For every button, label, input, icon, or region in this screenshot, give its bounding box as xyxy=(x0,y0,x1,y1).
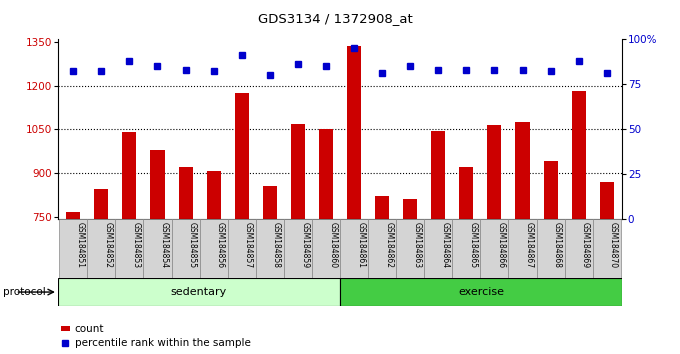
Bar xyxy=(66,212,80,219)
Text: GSM184852: GSM184852 xyxy=(103,222,113,268)
Bar xyxy=(431,131,445,219)
FancyBboxPatch shape xyxy=(284,219,312,278)
FancyBboxPatch shape xyxy=(59,219,87,278)
Bar xyxy=(179,167,192,219)
Bar xyxy=(61,326,69,331)
Text: GSM184868: GSM184868 xyxy=(553,222,562,268)
Text: GSM184870: GSM184870 xyxy=(609,222,618,269)
Bar xyxy=(515,122,530,219)
Text: GSM184864: GSM184864 xyxy=(441,222,449,269)
FancyBboxPatch shape xyxy=(509,219,537,278)
FancyBboxPatch shape xyxy=(564,219,593,278)
FancyBboxPatch shape xyxy=(171,219,200,278)
Text: GSM184858: GSM184858 xyxy=(272,222,281,268)
FancyBboxPatch shape xyxy=(340,219,368,278)
Bar xyxy=(235,93,249,219)
Text: GSM184857: GSM184857 xyxy=(244,222,253,269)
Text: GSM184854: GSM184854 xyxy=(160,222,169,269)
Bar xyxy=(262,186,277,219)
FancyBboxPatch shape xyxy=(593,219,621,278)
Text: GSM184853: GSM184853 xyxy=(132,222,141,269)
Bar xyxy=(403,199,418,219)
FancyBboxPatch shape xyxy=(116,219,143,278)
Bar xyxy=(572,91,585,219)
Text: GSM184860: GSM184860 xyxy=(328,222,337,269)
FancyBboxPatch shape xyxy=(228,219,256,278)
Text: sedentary: sedentary xyxy=(171,287,227,297)
Text: GSM184869: GSM184869 xyxy=(581,222,590,269)
Bar xyxy=(459,167,473,219)
Bar xyxy=(122,132,137,219)
Bar xyxy=(543,161,558,219)
Bar xyxy=(291,124,305,219)
Text: GSM184867: GSM184867 xyxy=(525,222,534,269)
Text: GSM184861: GSM184861 xyxy=(356,222,365,268)
FancyBboxPatch shape xyxy=(312,219,340,278)
Bar xyxy=(340,278,622,306)
Bar xyxy=(207,171,221,219)
Text: GSM184855: GSM184855 xyxy=(188,222,197,269)
Text: percentile rank within the sample: percentile rank within the sample xyxy=(75,338,251,348)
Bar xyxy=(95,189,108,219)
Text: exercise: exercise xyxy=(458,287,504,297)
Bar xyxy=(347,46,361,219)
Text: GSM184851: GSM184851 xyxy=(75,222,84,268)
FancyBboxPatch shape xyxy=(396,219,424,278)
Bar xyxy=(58,278,340,306)
Text: protocol: protocol xyxy=(3,287,46,297)
Bar xyxy=(319,129,333,219)
FancyBboxPatch shape xyxy=(368,219,396,278)
Text: GSM184863: GSM184863 xyxy=(413,222,422,269)
Bar xyxy=(150,150,165,219)
FancyBboxPatch shape xyxy=(143,219,171,278)
FancyBboxPatch shape xyxy=(537,219,564,278)
Text: GSM184865: GSM184865 xyxy=(469,222,477,269)
FancyBboxPatch shape xyxy=(256,219,284,278)
Bar xyxy=(600,182,614,219)
Text: GSM184859: GSM184859 xyxy=(300,222,309,269)
FancyBboxPatch shape xyxy=(87,219,116,278)
FancyBboxPatch shape xyxy=(200,219,228,278)
Text: GSM184856: GSM184856 xyxy=(216,222,225,269)
Text: GDS3134 / 1372908_at: GDS3134 / 1372908_at xyxy=(258,12,413,25)
Bar xyxy=(375,196,389,219)
FancyBboxPatch shape xyxy=(424,219,452,278)
Text: count: count xyxy=(75,324,104,333)
FancyBboxPatch shape xyxy=(480,219,509,278)
Text: GSM184866: GSM184866 xyxy=(496,222,506,269)
FancyBboxPatch shape xyxy=(452,219,480,278)
Text: GSM184862: GSM184862 xyxy=(384,222,393,268)
Bar xyxy=(488,125,501,219)
